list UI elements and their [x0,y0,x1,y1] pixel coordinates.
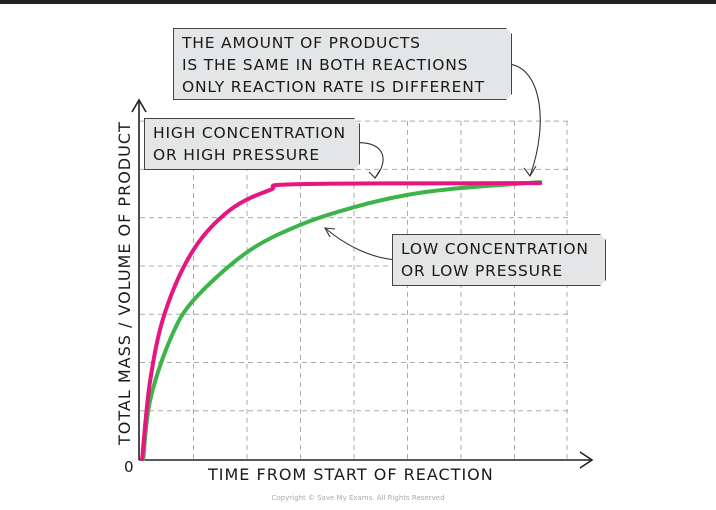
y-axis-label: TOTAL MASS / VOLUME OF PRODUCT [115,121,134,445]
axes [131,98,594,469]
callout-line: OR HIGH PRESSURE [153,146,321,164]
x-axis-arrow [579,451,594,469]
top-callout-arrow [505,63,541,177]
callout-high-concentration: HIGH CONCENTRATION OR HIGH PRESSURE [144,118,360,170]
copyright: Copyright © Save My Exams. All Rights Re… [271,494,445,502]
callout-same-amount: THE AMOUNT OF PRODUCTS IS THE SAME IN BO… [173,28,512,100]
callout-line: ONLY REACTION RATE IS DIFFERENT [182,78,485,96]
y-axis-arrow [131,98,147,113]
series-line-high [140,181,543,461]
callout-low-concentration: LOW CONCENTRATION OR LOW PRESSURE [392,234,606,286]
origin-label: 0 [124,458,135,476]
grid [140,120,568,459]
low-callout-arrow [324,227,398,261]
callout-line: LOW CONCENTRATION [401,240,589,258]
callout-line: HIGH CONCENTRATION [153,124,346,142]
top-bar [0,0,716,4]
series-line-low [141,180,543,461]
callout-line: OR LOW PRESSURE [401,262,563,280]
series [140,180,543,461]
x-axis-label: TIME FROM START OF REACTION [208,465,494,484]
callout-line: THE AMOUNT OF PRODUCTS [182,34,421,52]
callout-line: IS THE SAME IN BOTH REACTIONS [182,56,469,74]
